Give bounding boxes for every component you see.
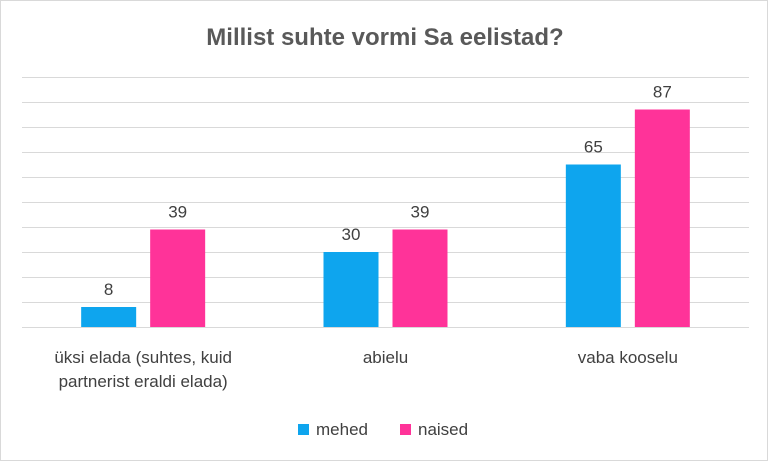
legend-swatch-naised (400, 424, 411, 435)
category-label: abielu (363, 348, 408, 367)
data-labels: 8 39 30 39 65 87 (104, 83, 672, 300)
category-labels: üksi elada (suhtes, kuid partnerist erald… (54, 348, 678, 391)
category-label: partnerist eraldi elada) (59, 372, 228, 391)
data-label-mehed: 30 (342, 225, 361, 244)
legend-swatch-mehed (298, 424, 309, 435)
data-label-naised: 39 (411, 203, 430, 222)
bar-mehed (81, 307, 137, 327)
category-label: üksi elada (suhtes, kuid (54, 348, 232, 367)
data-label-naised: 39 (168, 203, 187, 222)
bar-naised (392, 229, 448, 327)
chart-title: Millist suhte vormi Sa eelistad? (206, 24, 563, 51)
gridlines (22, 77, 749, 328)
legend-label-naised: naised (418, 420, 468, 439)
data-label-naised: 87 (653, 83, 672, 102)
bar-mehed (565, 164, 621, 327)
bar-naised (634, 109, 690, 327)
legend-label-mehed: mehed (316, 420, 368, 439)
data-label-mehed: 8 (104, 280, 113, 299)
bar-mehed (323, 252, 379, 327)
bars (81, 109, 690, 327)
data-label-mehed: 65 (584, 138, 603, 157)
category-label: vaba kooselu (578, 348, 678, 367)
legend: mehed naised (298, 420, 468, 439)
bar-naised (150, 229, 206, 327)
